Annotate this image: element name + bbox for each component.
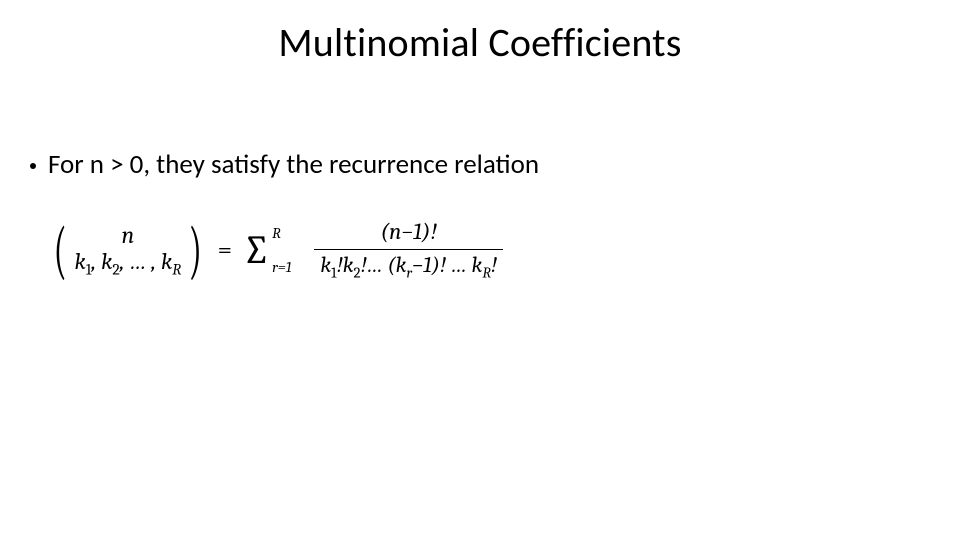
coef-bottom: k1, k2, … , kR bbox=[74, 249, 181, 279]
right-paren-icon: ) bbox=[189, 222, 202, 280]
fraction-denominator: k1!k2!… (kr−1)! … kR! bbox=[314, 250, 503, 283]
bullet-dot-icon bbox=[30, 163, 36, 169]
fraction-numerator: (n−1)! bbox=[375, 218, 443, 249]
sum-lower: r=1 bbox=[272, 258, 292, 276]
fraction: (n−1)! k1!k2!… (kr−1)! … kR! bbox=[314, 218, 503, 283]
sum-upper: R bbox=[272, 224, 281, 242]
multinomial-coefficient: n k1, k2, … , kR bbox=[72, 222, 183, 279]
slide-title: Multinomial Coefficients bbox=[0, 18, 960, 67]
left-paren-icon: ( bbox=[54, 222, 67, 280]
slide: Multinomial Coefficients For n > 0, they… bbox=[0, 0, 960, 540]
bullet-item: For n > 0, they satisfy the recurrence r… bbox=[30, 148, 539, 181]
summation: ∑ R r=1 bbox=[242, 230, 270, 270]
sigma-icon: ∑ bbox=[242, 230, 270, 270]
coef-top: n bbox=[121, 222, 134, 250]
bullet-text: For n > 0, they satisfy the recurrence r… bbox=[48, 148, 539, 181]
equals-sign: = bbox=[218, 235, 232, 265]
recurrence-formula: ( n k1, k2, … , kR ) = ∑ R r=1 (n−1)! bbox=[48, 218, 503, 283]
